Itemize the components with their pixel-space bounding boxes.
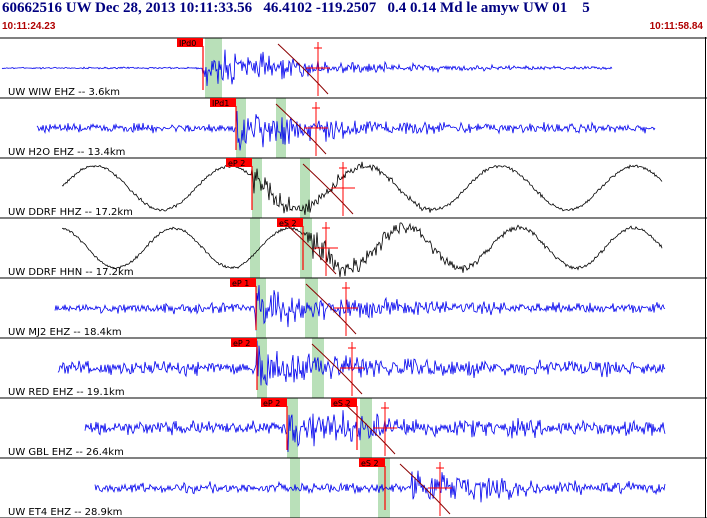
waveform-trace[interactable] bbox=[54, 285, 666, 331]
window-start-time: 10:11:24.23 bbox=[2, 21, 56, 32]
moveout-curve bbox=[277, 43, 329, 95]
pick-flag-label: eP 2 bbox=[228, 159, 245, 168]
pick-flag[interactable] bbox=[210, 98, 236, 107]
waveform-trace[interactable] bbox=[61, 161, 663, 215]
trace-label: UW ET4 EHZ -- 28.9km bbox=[8, 507, 122, 518]
trace-label: UW DDRF HHZ -- 17.2km bbox=[8, 207, 133, 218]
moveout-curve bbox=[275, 103, 327, 155]
window-end-time: 10:11:58.84 bbox=[649, 21, 703, 32]
pick-flag[interactable] bbox=[261, 398, 287, 407]
pick-window bbox=[300, 158, 310, 218]
pick-flag[interactable] bbox=[231, 338, 257, 347]
pick-flag-label: eP 2 bbox=[233, 339, 250, 348]
trace-label: UW RED EHZ -- 19.1km bbox=[8, 387, 125, 398]
panel-frame bbox=[0, 37, 707, 518]
pick-window bbox=[250, 218, 260, 278]
trace-label: UW MJ2 EHZ -- 18.4km bbox=[8, 327, 122, 338]
pick-flag-label: IPd1 bbox=[212, 99, 229, 108]
waveform-trace[interactable] bbox=[84, 410, 666, 453]
pick-flag[interactable] bbox=[331, 398, 357, 407]
moveout-curve bbox=[302, 163, 354, 215]
pick-flag[interactable] bbox=[230, 278, 256, 287]
trace-label: UW GBL EHZ -- 26.4km bbox=[8, 447, 124, 458]
pick-flag-label: eS 2 bbox=[361, 459, 379, 468]
pick-flag[interactable] bbox=[177, 38, 203, 47]
pick-flag-label: eS 2 bbox=[333, 399, 351, 408]
moveout-curve bbox=[311, 343, 363, 395]
waveform-trace[interactable] bbox=[61, 222, 663, 278]
moveout-curve bbox=[305, 283, 357, 335]
pick-flag-label: eP 2 bbox=[263, 399, 280, 408]
waveform-trace[interactable] bbox=[57, 340, 666, 386]
waveform-trace[interactable] bbox=[1, 49, 613, 87]
moveout-curve bbox=[285, 223, 337, 275]
pick-flag[interactable] bbox=[359, 458, 385, 467]
pick-flag-label: IPd0 bbox=[179, 39, 196, 48]
pick-flag[interactable] bbox=[277, 218, 303, 227]
seismogram-panel[interactable]: UW WIW EHZ -- 3.6km IPd0 UW H2O EHZ -- 13.… bbox=[0, 37, 707, 518]
trace-label: UW WIW EHZ -- 3.6km bbox=[8, 87, 120, 98]
moveout-curve bbox=[344, 403, 396, 455]
pick-window bbox=[290, 458, 300, 518]
waveform-trace[interactable] bbox=[94, 470, 666, 503]
pick-flag[interactable] bbox=[226, 158, 252, 167]
pick-flag-label: eP 1 bbox=[232, 279, 249, 288]
pick-window bbox=[312, 338, 324, 398]
pick-window bbox=[236, 98, 246, 158]
overlay-layer: UW WIW EHZ -- 3.6km IPd0 UW H2O EHZ -- 13.… bbox=[8, 38, 452, 518]
pick-window bbox=[276, 98, 286, 158]
trace-label: UW DDRF HHN -- 17.2km bbox=[8, 267, 134, 278]
pick-window bbox=[252, 158, 262, 218]
pick-window bbox=[360, 398, 372, 458]
pick-flag-label: eS 2 bbox=[279, 219, 297, 228]
event-header: 60662516 UW Dec 28, 2013 10:11:33.56 46.… bbox=[2, 0, 590, 16]
waveform-layer bbox=[1, 49, 666, 503]
waveform-trace[interactable] bbox=[36, 110, 656, 151]
trace-label: UW H2O EHZ -- 13.4km bbox=[8, 147, 125, 158]
moveout-curve bbox=[399, 463, 451, 515]
